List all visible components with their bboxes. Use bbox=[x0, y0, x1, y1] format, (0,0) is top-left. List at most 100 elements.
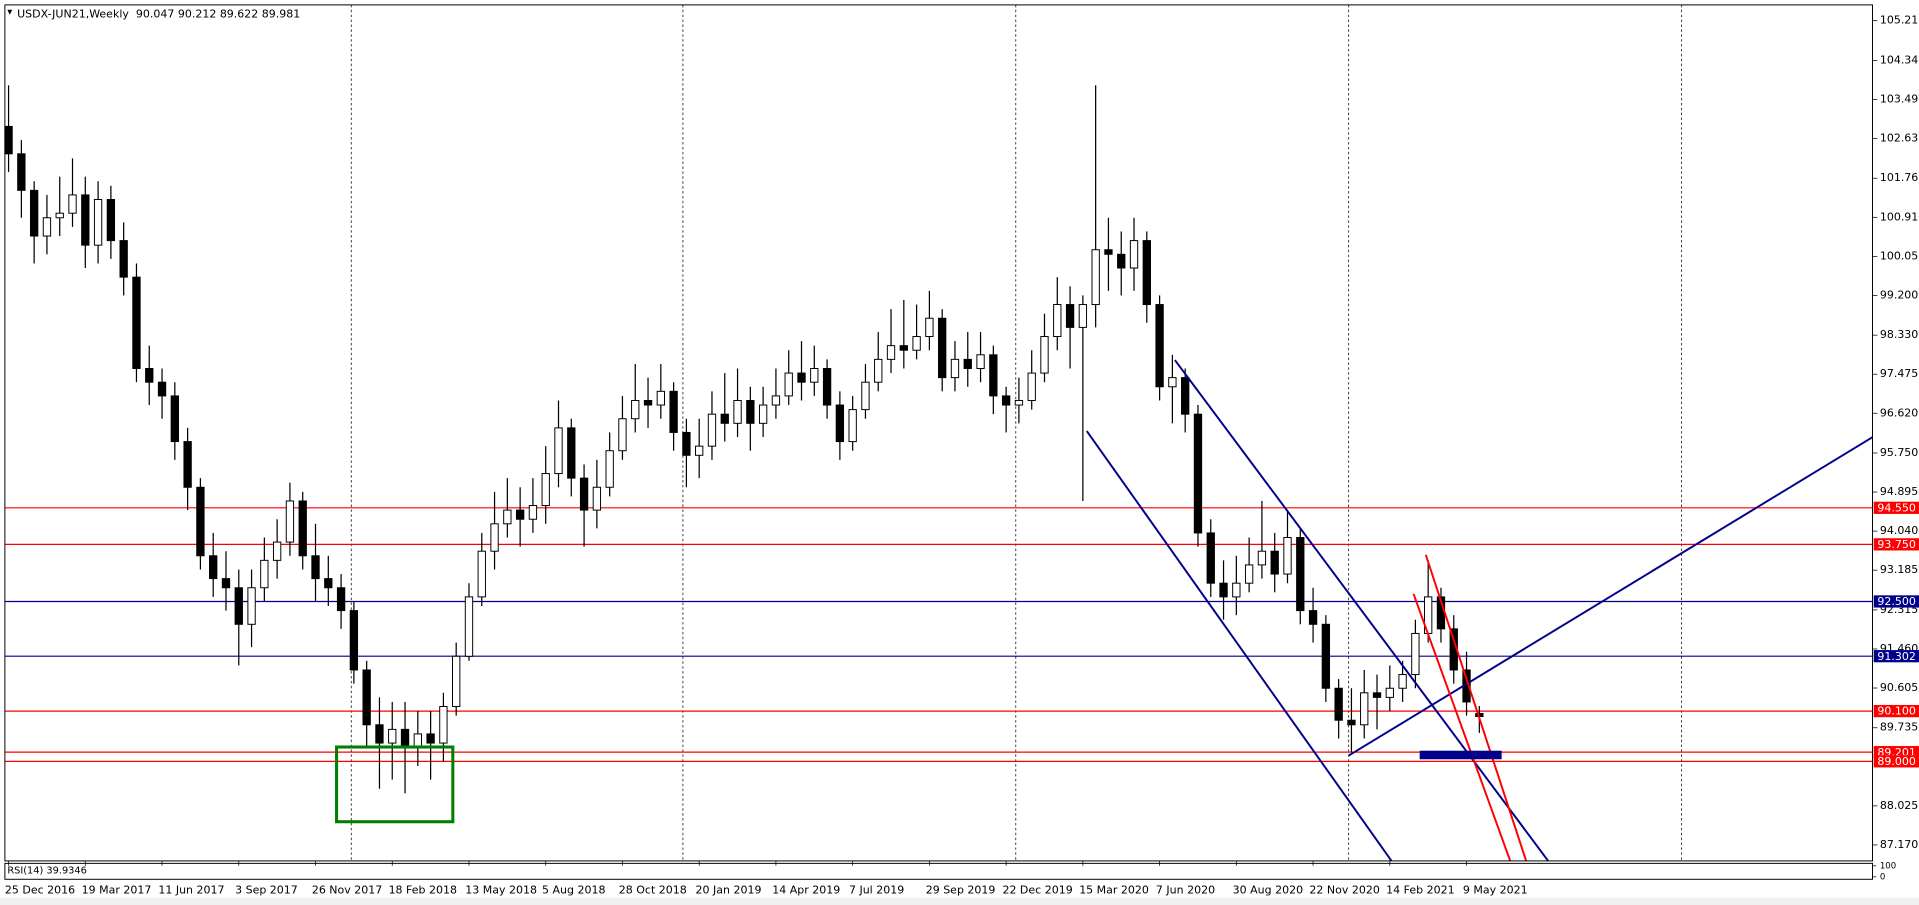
candle-body bbox=[196, 486, 205, 557]
x-tick-label: 29 Sep 2019 bbox=[926, 883, 996, 896]
y-tick-label: 94.895 bbox=[1880, 485, 1918, 498]
candle-body bbox=[1372, 692, 1382, 698]
level-label-box bbox=[1873, 538, 1919, 551]
candle-body bbox=[452, 655, 461, 708]
x-tick-label: 30 Aug 2020 bbox=[1233, 883, 1303, 896]
candle-body bbox=[1270, 550, 1279, 575]
candle-body bbox=[388, 728, 397, 744]
candle-body bbox=[554, 427, 563, 475]
candle-body bbox=[950, 358, 960, 379]
candle-body bbox=[515, 509, 525, 520]
rsi-tick-label: 0 bbox=[1880, 872, 1885, 882]
chart-title: USDX-JUN21,Weekly 90.047 90.212 89.622 8… bbox=[17, 8, 300, 21]
candle-body bbox=[1296, 537, 1305, 612]
candle-body bbox=[579, 477, 589, 511]
x-tick-label: 28 Oct 2018 bbox=[619, 883, 687, 896]
candle-body bbox=[145, 368, 154, 383]
candle-body bbox=[1193, 413, 1203, 534]
y-tick-label: 88.025 bbox=[1880, 799, 1918, 812]
candle-body bbox=[490, 523, 499, 552]
y-tick-label: 95.750 bbox=[1880, 446, 1918, 459]
y-tick-label: 99.200 bbox=[1880, 288, 1918, 301]
level-label: 90.100 bbox=[1877, 705, 1915, 718]
candle-body bbox=[592, 486, 602, 511]
candle-body bbox=[1385, 687, 1394, 698]
candle-body bbox=[1001, 395, 1011, 406]
y-tick-label: 98.330 bbox=[1880, 328, 1918, 341]
candle-body bbox=[989, 354, 998, 397]
level-label: 89.000 bbox=[1877, 755, 1915, 768]
candle-body bbox=[324, 578, 333, 589]
candle-body bbox=[503, 509, 512, 525]
candle-body bbox=[835, 404, 845, 443]
candle-body bbox=[4, 125, 13, 155]
candle-body bbox=[733, 399, 742, 424]
x-tick-label: 7 Jun 2020 bbox=[1156, 883, 1215, 896]
candle-body bbox=[631, 399, 640, 420]
candle-body bbox=[1206, 532, 1215, 584]
candle-body bbox=[707, 413, 717, 447]
candle-body bbox=[861, 381, 870, 411]
candle-body bbox=[656, 390, 665, 406]
candle-body bbox=[1411, 632, 1420, 676]
x-tick-label: 14 Feb 2021 bbox=[1386, 883, 1454, 896]
y-tick-label: 102.635 bbox=[1880, 132, 1919, 145]
plot-frame bbox=[4, 4, 1873, 862]
level-label-box bbox=[1873, 501, 1919, 514]
level-label-box bbox=[1873, 595, 1919, 608]
candle-body bbox=[311, 555, 320, 580]
menu-triangle bbox=[7, 9, 13, 15]
candle-body bbox=[298, 500, 307, 557]
candle-body bbox=[285, 500, 295, 543]
candle-body bbox=[567, 427, 576, 479]
x-tick-label: 13 May 2018 bbox=[465, 883, 537, 896]
candle-body bbox=[1334, 687, 1343, 721]
y-tick-label: 87.170 bbox=[1880, 838, 1918, 851]
candle-body bbox=[682, 431, 691, 456]
y-tick-label: 103.490 bbox=[1880, 92, 1919, 105]
candle-body bbox=[912, 336, 921, 351]
candle-body bbox=[221, 578, 231, 589]
candle-body bbox=[1219, 582, 1228, 598]
x-tick-label: 7 Jul 2019 bbox=[849, 883, 904, 896]
candle-body bbox=[1321, 623, 1331, 689]
candle-body bbox=[375, 724, 384, 744]
candle-body bbox=[29, 189, 39, 237]
level-label: 91.302 bbox=[1877, 650, 1915, 663]
candle-body bbox=[1283, 537, 1292, 575]
candle-body bbox=[758, 404, 768, 424]
x-tick-label: 14 Apr 2019 bbox=[772, 883, 840, 896]
x-tick-label: 3 Sep 2017 bbox=[235, 883, 298, 896]
candle-body bbox=[272, 541, 282, 561]
candle-body bbox=[746, 399, 755, 424]
candle-body bbox=[119, 240, 128, 278]
rsi-title: RSI(14) 39.9346 bbox=[7, 866, 87, 877]
candle-body bbox=[874, 358, 883, 383]
candle-body bbox=[1181, 377, 1190, 415]
candle-body bbox=[1027, 372, 1036, 401]
rsi-frame bbox=[4, 862, 1873, 880]
y-tick-label: 90.605 bbox=[1880, 681, 1918, 694]
x-tick-label: 11 Jun 2017 bbox=[158, 883, 224, 896]
candle-body bbox=[528, 505, 538, 520]
candle-body bbox=[183, 441, 192, 488]
candle-body bbox=[771, 395, 781, 406]
candle-body bbox=[439, 706, 448, 744]
rsi-tick-label: 100 bbox=[1880, 861, 1896, 871]
y-tick-label: 105.215 bbox=[1880, 14, 1919, 27]
candle-body bbox=[55, 212, 64, 219]
trend-lines bbox=[335, 359, 1874, 862]
candle-body bbox=[886, 345, 896, 360]
candle-body bbox=[1244, 564, 1254, 584]
candle-body bbox=[1398, 674, 1407, 689]
x-tick-label: 22 Nov 2020 bbox=[1309, 883, 1379, 896]
candle-body bbox=[784, 372, 793, 397]
candle-body bbox=[260, 559, 269, 589]
candle-body bbox=[605, 450, 614, 488]
candle-body bbox=[234, 587, 243, 625]
y-tick-label: 101.765 bbox=[1880, 171, 1919, 184]
level-label-box bbox=[1873, 704, 1919, 718]
candle-body bbox=[720, 413, 729, 424]
